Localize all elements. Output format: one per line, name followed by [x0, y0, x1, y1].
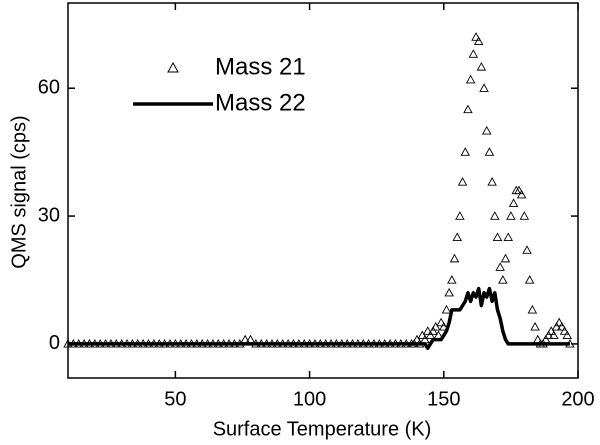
data-point: [562, 330, 573, 340]
data-line: [68, 286, 570, 350]
data-point: [465, 74, 476, 84]
data-point: [447, 275, 457, 284]
x-tick-label: 100: [293, 388, 326, 410]
data-point: [452, 232, 462, 242]
data-point: [500, 253, 511, 263]
data-point: [524, 275, 535, 284]
y-tick-label: 30: [38, 204, 60, 226]
data-point: [557, 321, 567, 331]
data-point: [549, 330, 559, 340]
data-point: [484, 147, 495, 156]
data-point: [543, 330, 554, 340]
x-tick-label: 150: [427, 388, 460, 410]
data-point: [460, 147, 471, 156]
data-point: [554, 317, 564, 327]
data-point: [428, 326, 438, 335]
data-point: [479, 83, 489, 92]
x-axis-label: Surface Temperature (K): [213, 418, 432, 440]
plot-frame: [67, 2, 579, 379]
data-point: [487, 177, 497, 186]
data-point: [455, 211, 465, 220]
data-point: [473, 36, 484, 46]
data-point: [508, 198, 519, 207]
data-point: [522, 245, 532, 254]
y-axis-label: QMS signal (cps): [8, 115, 30, 268]
data-point: [551, 321, 562, 331]
data-point: [481, 125, 492, 135]
data-point: [425, 330, 436, 340]
data-point: [463, 104, 473, 114]
x-tick-label: 200: [561, 388, 594, 410]
data-point: [245, 334, 256, 344]
y-tick-label: 60: [38, 77, 60, 99]
data-point: [527, 304, 538, 314]
data-point: [490, 211, 500, 220]
data-point: [503, 232, 513, 242]
data-point: [422, 326, 433, 335]
data-point: [530, 321, 540, 331]
data-point: [492, 232, 503, 242]
data-point: [514, 185, 524, 195]
data-point: [417, 330, 428, 340]
data-point: [498, 275, 508, 284]
data-point: [476, 61, 487, 71]
data-point: [546, 326, 556, 335]
data-point: [444, 287, 454, 297]
data-point: [430, 321, 441, 331]
data-point: [471, 32, 481, 41]
data-point: [506, 211, 516, 220]
data-point: [436, 317, 446, 327]
legend-marker: [167, 61, 179, 73]
y-tick-label: 0: [49, 332, 60, 354]
data-point: [495, 262, 505, 271]
data-point: [519, 211, 530, 220]
x-tick-label: 50: [164, 388, 186, 410]
data-point: [559, 326, 570, 335]
legend-text: Mass 21: [215, 53, 306, 80]
data-point: [468, 49, 479, 58]
legend-text: Mass 22: [215, 89, 306, 116]
data-point: [441, 304, 452, 314]
data-point: [439, 321, 449, 331]
data-point: [449, 253, 460, 263]
data-point: [516, 189, 527, 199]
data-point: [457, 177, 468, 186]
data-point: [240, 334, 250, 344]
